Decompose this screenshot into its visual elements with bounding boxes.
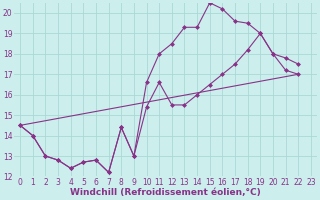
X-axis label: Windchill (Refroidissement éolien,°C): Windchill (Refroidissement éolien,°C): [70, 188, 261, 197]
